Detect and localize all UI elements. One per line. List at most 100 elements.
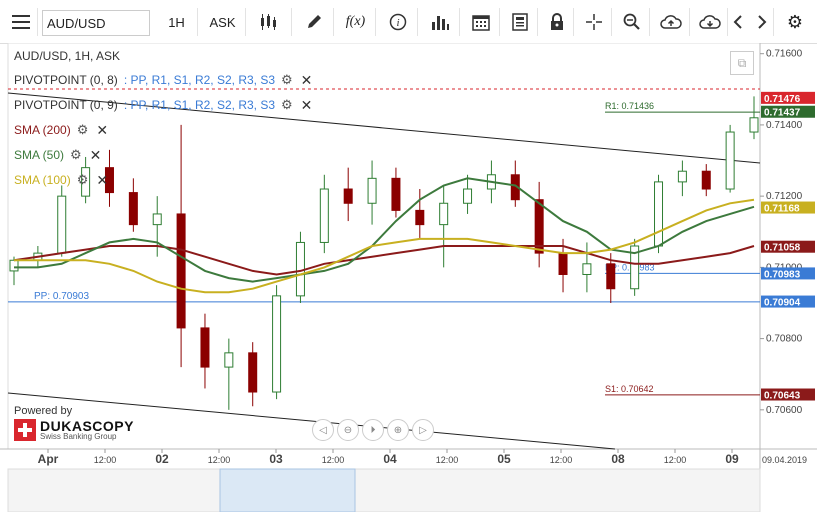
cloud-upload-icon[interactable] <box>652 8 690 36</box>
y-tick-label: 0.71600 <box>766 49 803 60</box>
close-icon[interactable]: ✕ <box>96 171 109 188</box>
candle-body <box>654 181 664 247</box>
fullscreen-icon[interactable]: ⧉ <box>730 51 754 75</box>
indicator-sma-200-name: SMA (200) <box>14 123 71 137</box>
powered-by-label: Powered by <box>14 405 73 417</box>
price-tag <box>761 91 815 104</box>
hamburger-icon[interactable] <box>4 8 38 36</box>
symbol-label: AUD/USD <box>47 15 106 31</box>
swiss-cross-icon <box>14 419 36 441</box>
chart-canvas: 0.716000.714000.712000.710000.708000.706… <box>0 43 817 512</box>
close-icon[interactable]: ✕ <box>96 121 109 138</box>
indicator-sma-100-name: SMA (100) <box>14 173 71 187</box>
symbol-selector[interactable]: AUD/USD <box>42 10 150 36</box>
chart-title: AUD/USD, 1H, ASK <box>14 49 121 63</box>
candle-body <box>534 199 544 254</box>
scroll-left-icon[interactable]: ◁ <box>312 419 334 441</box>
indicator-pivot-8-name: PIVOTPOINT (0, 8) <box>14 73 118 87</box>
y-tick-label: 0.71400 <box>766 120 803 131</box>
sma-200-line <box>13 245 755 276</box>
chart-area[interactable]: 0.716000.714000.712000.710000.708000.706… <box>0 43 817 512</box>
indicator-sma-200: SMA (200) ⚙ ✕ <box>14 121 108 139</box>
indicator-pivot-9-name: PIVOTPOINT (0, 9) <box>14 98 118 112</box>
channel-upper-line <box>7 92 761 164</box>
candle-body <box>415 209 425 226</box>
candle-body <box>319 188 329 243</box>
arrow-left-icon[interactable] <box>728 8 748 36</box>
x-tick-label: 04 <box>383 452 397 466</box>
reset-view-icon[interactable]: ⏵ <box>362 419 384 441</box>
chart-navigation: ◁ ⊖ ⏵ ⊕ ▷ <box>312 419 437 441</box>
channel-lower-line <box>7 392 616 450</box>
zoom-icon[interactable] <box>614 8 650 36</box>
price-tag-label: 0.71168 <box>764 204 800 215</box>
price-type-selector[interactable]: ASK <box>200 8 246 36</box>
candle-body <box>152 213 162 226</box>
crosshair-icon[interactable] <box>576 8 612 36</box>
x-tick-label: 12:00 <box>436 455 459 465</box>
indicator-pivot-9: PIVOTPOINT (0, 9) : PP, R1, S1, R2, S2, … <box>14 96 312 114</box>
y-tick-label: 0.70600 <box>766 405 803 416</box>
indicator-pivot-8-params: : PP, R1, S1, R2, S2, R3, S3 <box>123 73 276 87</box>
x-tick-label: 03 <box>269 452 283 466</box>
gear-icon[interactable]: ⚙ <box>281 97 293 112</box>
zoom-in-icon[interactable]: ⊕ <box>387 419 409 441</box>
indicator-sma-50: SMA (50) ⚙ ✕ <box>14 146 101 164</box>
logo-name: DUKASCOPY <box>40 418 134 434</box>
indicator-sma-100: SMA (100) ⚙ ✕ <box>14 171 108 189</box>
x-tick-label: 09 <box>725 452 739 466</box>
news-icon[interactable] <box>502 8 538 36</box>
lock-icon[interactable] <box>540 8 574 36</box>
price-tag <box>761 240 815 253</box>
close-icon[interactable]: ✕ <box>300 96 313 113</box>
calendar-icon[interactable] <box>462 8 500 36</box>
volume-bars-icon[interactable] <box>420 8 460 36</box>
info-icon[interactable]: i <box>378 8 418 36</box>
x-tick-label: 09.04.2019 <box>762 455 807 465</box>
r1-label: R1: 0.71436 <box>605 101 654 111</box>
candle-body <box>677 170 687 183</box>
cloud-download-icon[interactable] <box>692 8 728 36</box>
indicator-pivot-9-params: : PP, R1, S1, R2, S2, R3, S3 <box>123 98 276 112</box>
candle-body <box>248 352 258 393</box>
x-tick-label: 12:00 <box>550 455 573 465</box>
indicator-pivot-8: PIVOTPOINT (0, 8) : PP, R1, S1, R2, S2, … <box>14 71 312 89</box>
x-tick-label: 05 <box>497 452 511 466</box>
gear-icon[interactable]: ⚙ <box>76 172 89 187</box>
chart-type-icon[interactable] <box>248 8 292 36</box>
x-tick-label: 12:00 <box>94 455 117 465</box>
candle-body <box>272 295 282 393</box>
scroll-right-icon[interactable]: ▷ <box>412 419 434 441</box>
candle-body <box>224 352 234 368</box>
arrow-right-icon[interactable] <box>750 8 774 36</box>
candle-body <box>81 167 91 197</box>
x-tick-label: 12:00 <box>322 455 345 465</box>
candle-body <box>367 177 377 204</box>
close-icon[interactable]: ✕ <box>89 146 102 163</box>
svg-text:i: i <box>396 17 399 29</box>
y-tick-label: 0.71200 <box>766 191 803 202</box>
zoom-out-icon[interactable]: ⊖ <box>337 419 359 441</box>
gear-icon[interactable]: ⚙ <box>281 72 293 87</box>
timeframe-selector[interactable]: 1H <box>156 8 198 36</box>
draw-pencil-icon[interactable] <box>294 8 334 36</box>
x-tick-label: 12:00 <box>208 455 231 465</box>
gear-icon[interactable]: ⚙ <box>786 11 804 32</box>
x-tick-label: Apr <box>38 452 59 466</box>
function-icon[interactable]: f(x) <box>336 8 376 36</box>
x-tick-label: 12:00 <box>664 455 687 465</box>
gear-icon[interactable]: ⚙ <box>70 147 82 162</box>
x-tick-label: 02 <box>155 452 169 466</box>
gear-icon[interactable]: ⚙ <box>76 122 89 137</box>
sma-100-line <box>14 198 755 294</box>
price-tag <box>761 201 815 214</box>
price-type-label: ASK <box>209 14 236 30</box>
candle-body <box>582 263 592 275</box>
price-tag <box>761 105 815 118</box>
sma-50-line <box>14 177 755 283</box>
price-tag <box>761 267 815 280</box>
candle-body <box>749 117 759 133</box>
candle-body <box>391 177 401 211</box>
close-icon[interactable]: ✕ <box>300 71 313 88</box>
price-tag-label: 0.71058 <box>764 243 801 254</box>
